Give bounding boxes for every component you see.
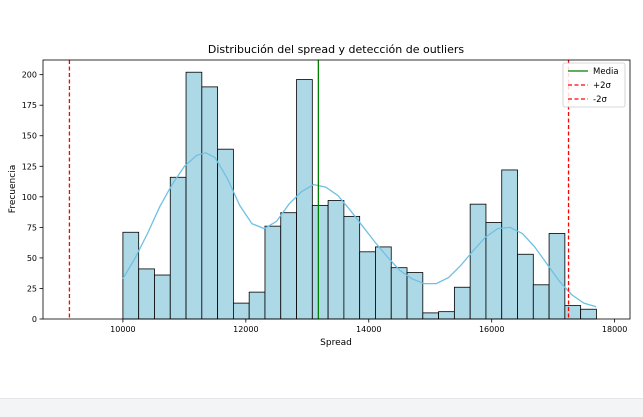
histogram-bar [311, 204, 329, 320]
x-tick-label: 16000 [479, 325, 504, 334]
kde-curve [122, 152, 597, 308]
histogram-bar [154, 274, 171, 320]
histogram-bar [248, 291, 266, 320]
x-axis-label: Spread [320, 338, 352, 348]
legend-box [562, 62, 626, 108]
y-tick-label: 25 [27, 284, 37, 293]
y-tick-label: 150 [22, 132, 37, 141]
y-tick-label: 200 [22, 71, 37, 80]
histogram-bar [469, 203, 487, 320]
histogram-bar [327, 200, 345, 320]
histogram-bar [438, 311, 455, 320]
y-axis-label: Frecuencia [8, 165, 18, 213]
plot-frame [42, 59, 631, 320]
y-tick-label: 0 [32, 315, 37, 324]
chart: Distribución del spread y detección de o… [8, 43, 631, 348]
histogram-bar [532, 284, 550, 320]
histogram-bar [169, 176, 187, 320]
chart-title: Distribución del spread y detección de o… [208, 43, 465, 56]
histogram-bar [185, 71, 203, 320]
y-tick-label: 100 [22, 193, 37, 202]
histogram-bar [485, 222, 503, 320]
y-tick-label: 175 [22, 101, 37, 110]
legend-label-media: Media [593, 67, 619, 77]
histogram-bar [296, 79, 313, 320]
histogram-bar [453, 286, 471, 320]
histogram-bar [564, 305, 582, 320]
y-tick-label: 50 [27, 254, 37, 263]
histogram-bar [201, 86, 219, 320]
x-tick-label: 12000 [233, 325, 258, 334]
histogram-bar [517, 253, 534, 320]
histogram-bar [390, 267, 408, 320]
legend: Media +2σ -2σ [562, 62, 626, 108]
x-tick-label: 14000 [356, 325, 381, 334]
histogram-bar [548, 233, 566, 320]
histogram-bar [343, 215, 361, 320]
histogram-bar [422, 312, 439, 320]
x-tick-label: 10000 [110, 325, 135, 334]
histogram-bar [580, 308, 597, 320]
x-tick-label: 18000 [602, 325, 627, 334]
legend-label-minus2sigma: -2σ [593, 95, 607, 105]
legend-label-plus2sigma: +2σ [593, 81, 612, 91]
histogram-bar [138, 268, 155, 320]
histogram-bar [264, 225, 282, 320]
histogram-bar [232, 302, 250, 320]
bottom-status-strip [0, 398, 643, 417]
histogram-bar [359, 251, 376, 320]
y-tick-label: 75 [27, 223, 37, 232]
histogram-bar [501, 169, 518, 320]
histogram-bar [280, 212, 297, 320]
y-tick-label: 125 [22, 162, 37, 171]
